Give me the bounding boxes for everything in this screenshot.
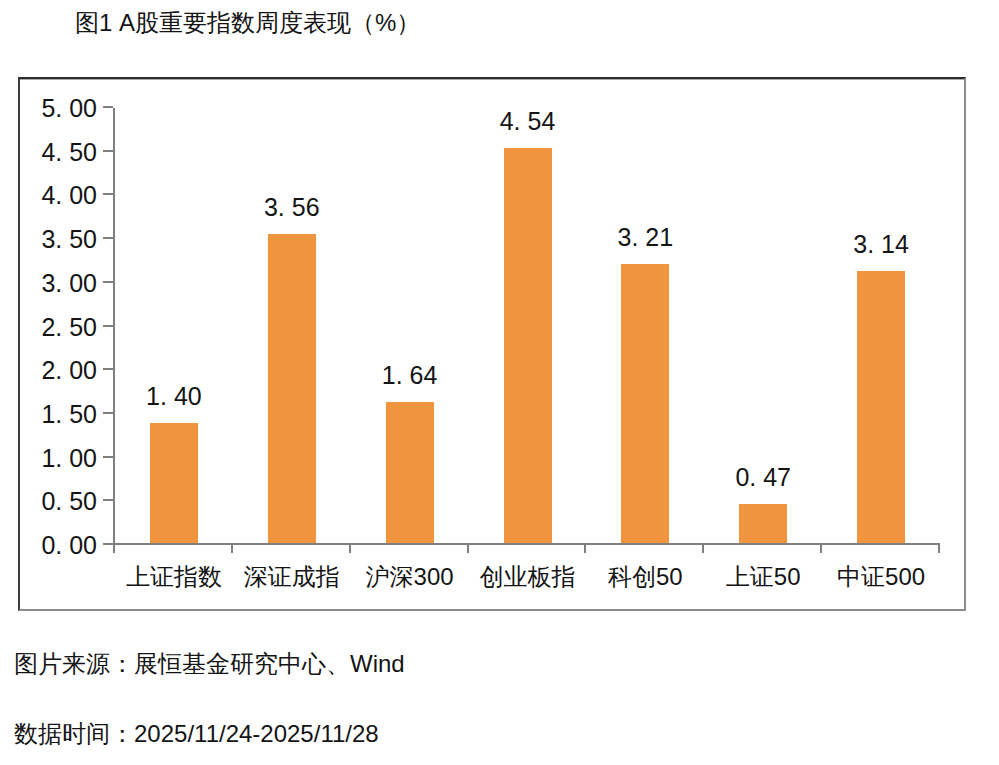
y-tick bbox=[103, 106, 113, 108]
y-tick-label: 4. 00 bbox=[27, 181, 97, 210]
bar-value-label: 1. 64 bbox=[350, 361, 470, 390]
bar-value-label: 4. 54 bbox=[468, 107, 588, 136]
bar-5 bbox=[739, 504, 787, 543]
bar-6 bbox=[857, 271, 905, 543]
y-tick bbox=[103, 368, 113, 370]
y-tick-label: 5. 00 bbox=[27, 94, 97, 123]
y-tick-label: 2. 50 bbox=[27, 313, 97, 342]
x-tick bbox=[820, 545, 822, 553]
y-tick bbox=[103, 499, 113, 501]
y-tick bbox=[103, 193, 113, 195]
bar-1 bbox=[268, 234, 316, 543]
x-tick bbox=[584, 545, 586, 553]
bar-0 bbox=[150, 423, 198, 543]
bar-3 bbox=[504, 148, 552, 543]
bar-value-label: 0. 47 bbox=[703, 463, 823, 492]
x-tick bbox=[349, 545, 351, 553]
x-tick bbox=[467, 545, 469, 553]
chart-title: 图1 A股重要指数周度表现（%） bbox=[75, 9, 420, 38]
y-tick-label: 3. 00 bbox=[27, 269, 97, 298]
y-tick bbox=[103, 150, 113, 152]
y-tick bbox=[103, 412, 113, 414]
y-tick-label: 0. 50 bbox=[27, 487, 97, 516]
y-tick-label: 1. 50 bbox=[27, 400, 97, 429]
date-caption: 数据时间：2025/11/24-2025/11/28 bbox=[14, 720, 379, 749]
y-tick bbox=[103, 237, 113, 239]
chart-frame-highlight bbox=[20, 79, 964, 80]
x-tick bbox=[702, 545, 704, 553]
y-tick bbox=[103, 325, 113, 327]
y-tick bbox=[103, 543, 113, 545]
y-tick-label: 4. 50 bbox=[27, 138, 97, 167]
x-category-label: 中证500 bbox=[811, 561, 951, 593]
page: 图1 A股重要指数周度表现（%） 0. 00 0. 50 1. 00 1. 50 2. … bbox=[0, 0, 999, 765]
y-tick bbox=[103, 281, 113, 283]
bar-4 bbox=[621, 264, 669, 543]
y-axis-line bbox=[113, 108, 115, 545]
y-tick-label: 0. 00 bbox=[27, 531, 97, 560]
y-tick-label: 1. 00 bbox=[27, 444, 97, 473]
bar-2 bbox=[386, 402, 434, 543]
x-tick bbox=[231, 545, 233, 553]
y-tick-label: 3. 50 bbox=[27, 225, 97, 254]
bar-value-label: 3. 14 bbox=[821, 230, 941, 259]
x-tick bbox=[113, 545, 115, 553]
y-tick bbox=[103, 456, 113, 458]
bar-value-label: 3. 21 bbox=[585, 223, 705, 252]
y-tick-label: 2. 00 bbox=[27, 356, 97, 385]
source-caption: 图片来源：展恒基金研究中心、Wind bbox=[14, 650, 405, 679]
x-tick bbox=[938, 545, 940, 553]
bar-value-label: 3. 56 bbox=[232, 193, 352, 222]
x-axis-line bbox=[113, 543, 940, 545]
bar-value-label: 1. 40 bbox=[114, 382, 234, 411]
